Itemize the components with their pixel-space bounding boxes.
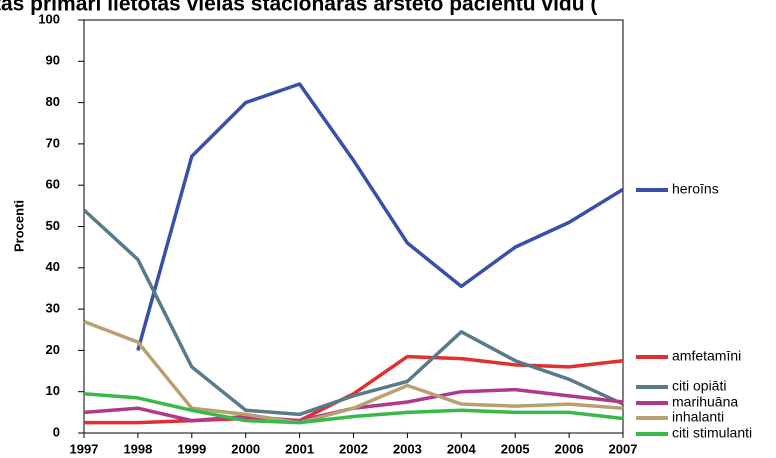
y-tick-label: 70 bbox=[46, 135, 60, 150]
y-tick-label: 90 bbox=[46, 53, 60, 68]
x-tick-label: 2004 bbox=[447, 441, 477, 456]
y-tick-label: 60 bbox=[46, 177, 60, 192]
series-line bbox=[82, 208, 624, 417]
y-tick-label: 20 bbox=[46, 342, 60, 357]
legend-label: amfetamīni bbox=[672, 348, 741, 364]
x-tick-label: 2001 bbox=[285, 441, 314, 456]
x-tick-label: 1998 bbox=[123, 441, 152, 456]
legend-label: marihuāna bbox=[672, 394, 738, 410]
y-tick-label: 40 bbox=[46, 259, 60, 274]
x-tick-label: 1997 bbox=[70, 441, 99, 456]
series-line bbox=[83, 392, 624, 425]
series-line bbox=[83, 319, 624, 425]
y-tick-label: 50 bbox=[46, 218, 60, 233]
x-tick-label: 2005 bbox=[501, 441, 530, 456]
x-tick-label: 2006 bbox=[555, 441, 584, 456]
y-tick-label: 80 bbox=[46, 94, 60, 109]
legend-label: citi opiāti bbox=[672, 378, 726, 394]
y-tick-label: 10 bbox=[46, 383, 60, 398]
legend-label: heroīns bbox=[672, 181, 719, 197]
y-tick-label: 30 bbox=[46, 301, 60, 316]
y-tick-label: 100 bbox=[38, 11, 60, 26]
series-line bbox=[136, 82, 624, 351]
x-tick-label: 1999 bbox=[177, 441, 206, 456]
chart-title: tas primāri lietotās vielas stacionārās … bbox=[0, 0, 597, 16]
x-tick-label: 2003 bbox=[393, 441, 422, 456]
x-tick-label: 2002 bbox=[339, 441, 368, 456]
x-tick-label: 2007 bbox=[609, 441, 638, 456]
y-axis-label: Procenti bbox=[11, 200, 26, 252]
y-tick-label: 0 bbox=[53, 424, 60, 439]
x-tick-label: 2000 bbox=[231, 441, 260, 456]
legend-label: citi stimulanti bbox=[672, 425, 752, 441]
legend-label: inhalanti bbox=[672, 409, 724, 425]
